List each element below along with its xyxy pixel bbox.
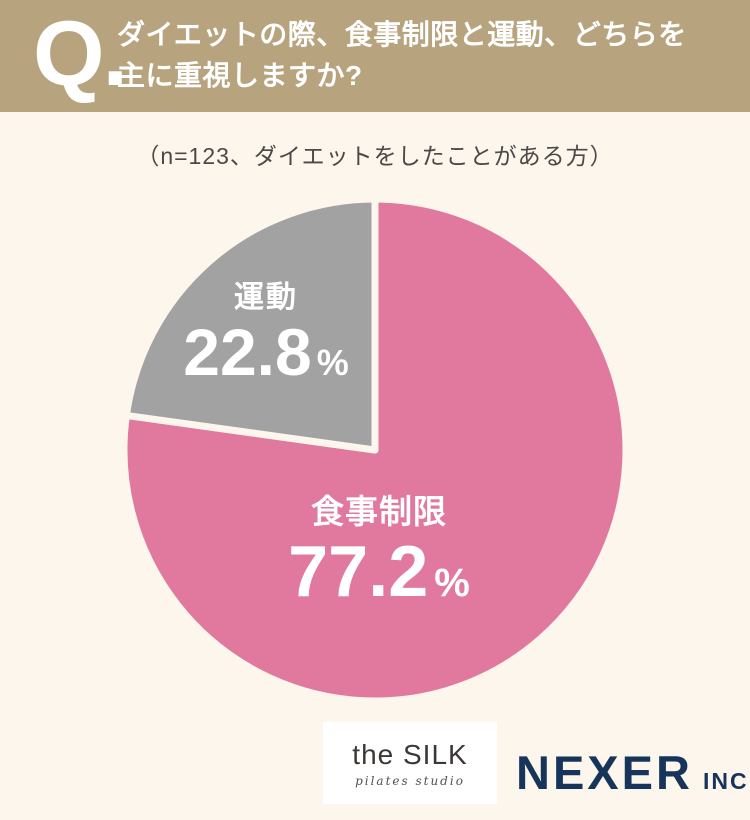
percent-sign: % (434, 560, 470, 605)
slice-value-exercise: 22.8% (183, 318, 349, 386)
nexer-logo: NEXER INC. (516, 745, 750, 800)
silk-logo-tagline: pilates studio (355, 773, 465, 788)
slice-name-exercise: 運動 (233, 280, 298, 314)
question-title-line-1: ダイエットの際、食事制限と運動、どちらを (117, 19, 687, 50)
slice-label-diet: 食事制限 77.2% (288, 485, 470, 609)
silk-logo-name: the SILK (352, 738, 468, 770)
silk-logo: the SILK pilates studio (323, 722, 497, 804)
question-title-line-2: 主に重視しますか? (117, 60, 363, 91)
question-header: Q. ダイエットの際、食事制限と運動、どちらを 主に重視しますか? (0, 0, 750, 112)
question-title: ダイエットの際、食事制限と運動、どちらを 主に重視しますか? (117, 14, 687, 96)
slice-name-diet: 食事制限 (311, 492, 447, 530)
q-mark: Q. (33, 3, 128, 105)
slice-label-exercise: 運動 22.8% (183, 272, 348, 386)
nexer-logo-suffix: INC. (702, 768, 750, 794)
sample-size-note: （n=123、ダイエットをしたことがある方） (136, 143, 614, 169)
slice-percent-exercise: 22.8 (183, 314, 312, 389)
nexer-logo-name: NEXER (516, 746, 693, 799)
slice-percent-diet: 77.2 (288, 531, 429, 612)
percent-sign: % (316, 341, 349, 383)
slice-value-diet: 77.2% (288, 535, 470, 609)
